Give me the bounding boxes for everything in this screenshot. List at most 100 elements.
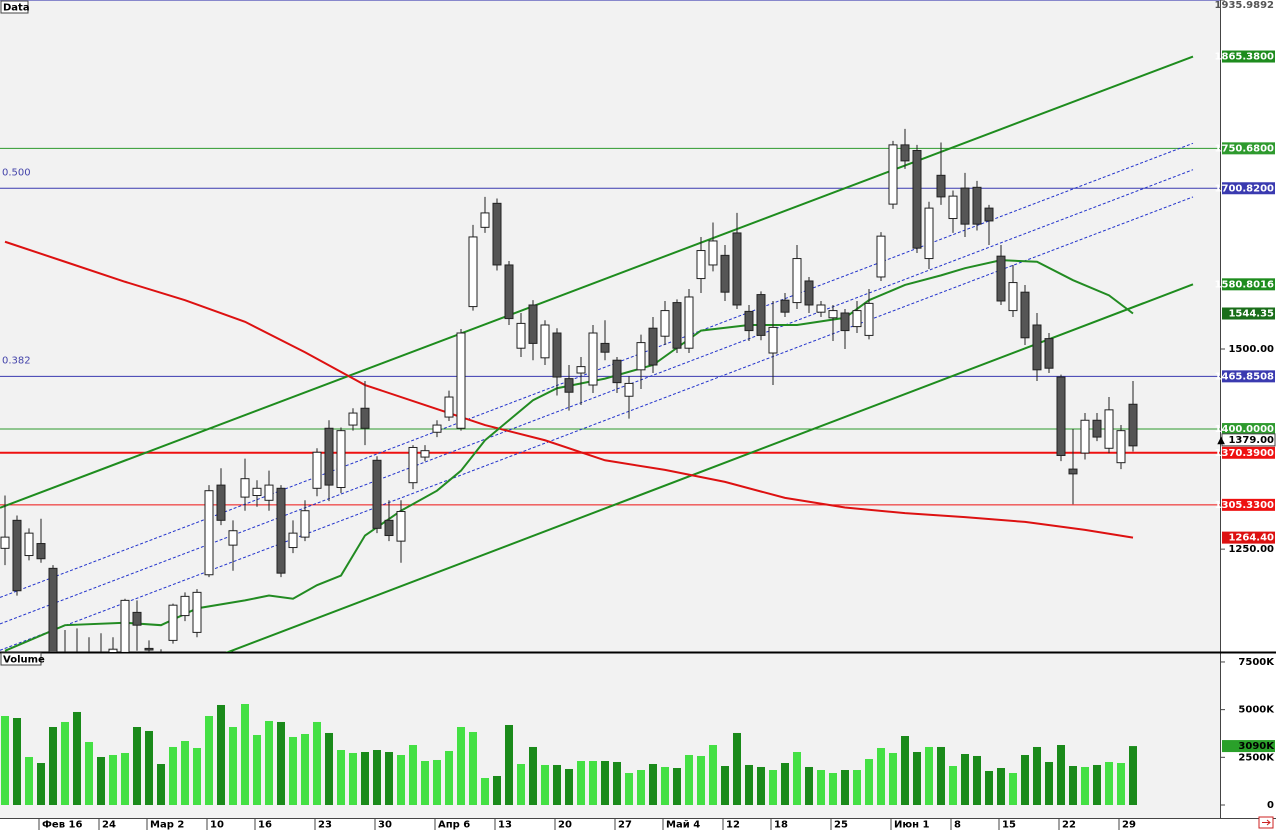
y-tick-label: 0 bbox=[1267, 800, 1274, 811]
volume-bar bbox=[1117, 763, 1125, 805]
title-box bbox=[0, 652, 42, 666]
x-tick-label: 24 bbox=[102, 820, 116, 830]
candle-body bbox=[192, 591, 202, 633]
axis-label-box bbox=[1222, 498, 1275, 511]
trend-line bbox=[0, 169, 1194, 625]
candle-body bbox=[984, 207, 994, 222]
axis-value-label: 1544.35 bbox=[1228, 309, 1274, 320]
candle-body bbox=[372, 459, 382, 529]
candle-body bbox=[672, 302, 682, 349]
volume-bar bbox=[649, 763, 657, 805]
panel-title: Volume bbox=[3, 655, 45, 666]
volume-bar bbox=[589, 761, 597, 805]
x-tick-label: 29 bbox=[1122, 820, 1136, 830]
volume-bar bbox=[337, 749, 345, 805]
volume-bar bbox=[469, 731, 477, 805]
panel-title: Data bbox=[3, 3, 30, 14]
volume-bar bbox=[709, 745, 717, 805]
x-tick-label: Мар 2 bbox=[150, 820, 184, 830]
candle-body bbox=[12, 519, 22, 592]
volume-bar bbox=[373, 749, 381, 805]
volume-bar bbox=[253, 734, 261, 805]
x-tick-label: 25 bbox=[834, 820, 848, 830]
volume-bar bbox=[529, 746, 537, 805]
volume-bar bbox=[1033, 746, 1041, 805]
candle-body bbox=[732, 232, 742, 306]
volume-bar bbox=[757, 766, 765, 805]
y-tick-label: 7500K bbox=[1238, 657, 1275, 668]
volume-bar bbox=[277, 721, 285, 805]
x-tick-label: 10 bbox=[210, 820, 224, 830]
candle-body bbox=[1032, 324, 1042, 371]
candle-body bbox=[936, 174, 946, 198]
candle-body bbox=[528, 304, 538, 344]
axis-label-box bbox=[1221, 433, 1276, 447]
candle-body bbox=[576, 366, 586, 374]
volume-bar bbox=[841, 770, 849, 805]
volume-bar bbox=[133, 726, 141, 805]
volume-bar bbox=[1057, 745, 1065, 805]
axis-value-label: ▲ 1379.00 bbox=[1217, 435, 1274, 446]
volume-bar bbox=[181, 740, 189, 805]
trend-line bbox=[0, 196, 1194, 651]
volume-bar bbox=[169, 746, 177, 805]
fib-label: 0.382 bbox=[2, 355, 31, 366]
volume-bar bbox=[877, 747, 885, 805]
candle-body bbox=[612, 359, 622, 384]
candle-body bbox=[912, 149, 922, 249]
volume-bar bbox=[517, 763, 525, 805]
x-tick-label: Фев 16 bbox=[42, 820, 82, 830]
axis-value-label: 1700.8200 bbox=[1215, 183, 1275, 194]
candle-body bbox=[216, 484, 226, 521]
volume-bar bbox=[889, 752, 897, 805]
axis-label-box bbox=[1222, 446, 1275, 459]
candle-body bbox=[996, 255, 1006, 302]
volume-bar bbox=[721, 765, 729, 805]
volume-bar bbox=[1, 715, 9, 805]
volume-bar bbox=[865, 758, 873, 805]
candle-body bbox=[588, 332, 598, 386]
candle-body bbox=[696, 250, 706, 280]
x-tick-label: 23 bbox=[318, 820, 332, 830]
candle-body bbox=[864, 302, 874, 336]
x-tick-label: 15 bbox=[1002, 820, 1016, 830]
volume-bar bbox=[553, 764, 561, 805]
title-box bbox=[0, 0, 29, 14]
axis-label-box bbox=[1222, 423, 1275, 436]
candle-body bbox=[168, 604, 178, 641]
volume-bar bbox=[685, 754, 693, 805]
volume-bar bbox=[25, 756, 33, 805]
candle-body bbox=[180, 595, 190, 617]
volume-bar bbox=[1105, 761, 1113, 805]
candle-body bbox=[744, 310, 754, 332]
candle-body bbox=[1080, 419, 1090, 454]
candle-body bbox=[564, 378, 574, 393]
volume-bar bbox=[325, 732, 333, 805]
axis-label-box bbox=[1222, 307, 1275, 320]
volume-bar bbox=[853, 770, 861, 805]
candle-body bbox=[948, 195, 958, 220]
candle-body bbox=[456, 332, 466, 429]
volume-bar bbox=[961, 754, 969, 805]
axis-value-label: 1580.8016 bbox=[1215, 279, 1275, 290]
x-tick-label: 16 bbox=[258, 820, 272, 830]
volume-bar bbox=[565, 768, 573, 805]
candle-body bbox=[36, 543, 46, 560]
volume-bar bbox=[121, 752, 129, 805]
x-tick-label: 30 bbox=[378, 820, 392, 830]
candle-body bbox=[204, 490, 214, 576]
y-tick-label: 1500.00 bbox=[1228, 344, 1274, 355]
volume-bar bbox=[385, 752, 393, 805]
volume-bar bbox=[409, 745, 417, 805]
volume-bar bbox=[901, 735, 909, 805]
volume-bar bbox=[49, 726, 57, 805]
trend-line bbox=[0, 55, 1194, 509]
volume-bar bbox=[781, 763, 789, 805]
volume-bar bbox=[925, 746, 933, 805]
axis-label-box bbox=[1222, 531, 1275, 544]
volume-bar bbox=[613, 761, 621, 805]
volume-bar bbox=[445, 750, 453, 805]
candle-body bbox=[1092, 419, 1102, 438]
volume-bar bbox=[733, 732, 741, 805]
